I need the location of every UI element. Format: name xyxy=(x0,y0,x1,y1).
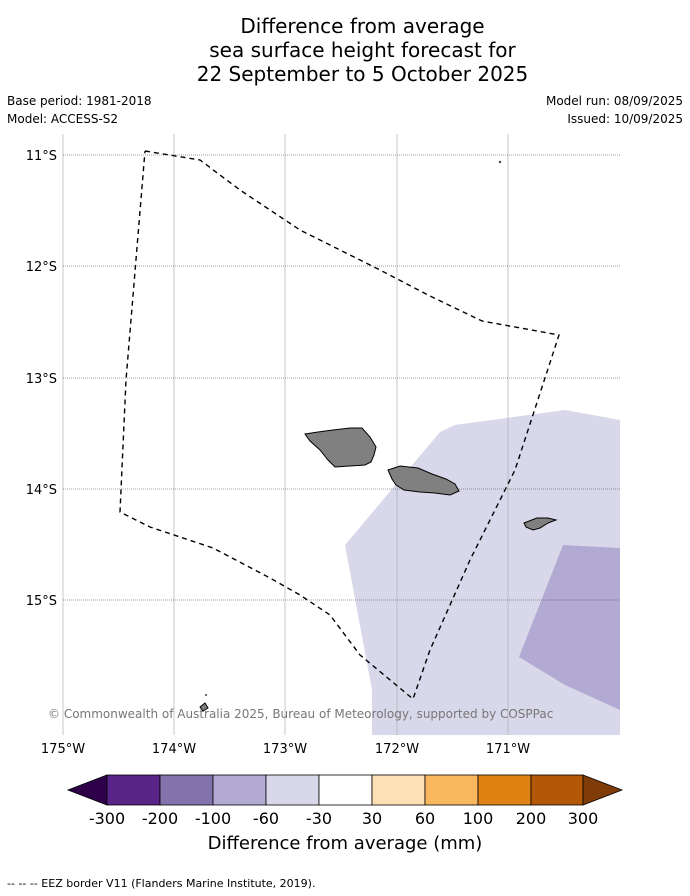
colorbar-swatch xyxy=(371,774,426,806)
base-period: Base period: 1981-2018 xyxy=(7,94,152,108)
eez-border xyxy=(119,150,560,701)
issued-date: Issued: 10/09/2025 xyxy=(567,112,683,126)
anomaly-region-medium xyxy=(519,545,620,710)
lat-label: 11°S xyxy=(26,149,57,164)
colorbar-label: -100 xyxy=(194,809,232,828)
colorbar-extend-low xyxy=(66,774,108,806)
colorbar-swatch xyxy=(424,774,479,806)
lat-label: 15°S xyxy=(26,594,57,609)
colorbar-label: 300 xyxy=(567,809,599,828)
colorbar-label: 100 xyxy=(462,809,494,828)
lon-label: 173°W xyxy=(263,742,307,757)
small-islet-north xyxy=(498,160,502,164)
colorbar-swatch xyxy=(265,774,320,806)
chart-title: Difference from average sea surface heig… xyxy=(0,14,690,86)
tutuila-island xyxy=(523,517,558,531)
colorbar-swatch xyxy=(318,774,373,806)
colorbar xyxy=(66,774,624,806)
savaii-island xyxy=(304,427,377,468)
model-run: Model run: 08/09/2025 xyxy=(545,94,683,108)
title-line-3: 22 September to 5 October 2025 xyxy=(196,62,529,86)
land-masses xyxy=(199,427,558,712)
copyright-credit: © Commonwealth of Australia 2025, Bureau… xyxy=(48,707,554,721)
gridlines xyxy=(62,134,620,735)
title-line-2: sea surface height forecast for xyxy=(209,38,516,62)
lon-label: 174°W xyxy=(152,742,196,757)
colorbar-swatch xyxy=(159,774,214,806)
colorbar-label: 60 xyxy=(414,809,436,828)
colorbar-swatch xyxy=(106,774,161,806)
lon-label: 172°W xyxy=(375,742,419,757)
latitude-labels: 11°S 12°S 13°S 14°S 15°S xyxy=(26,149,57,609)
colorbar-swatch xyxy=(530,774,584,806)
colorbar-swatch xyxy=(477,774,532,806)
small-islet-south xyxy=(205,694,207,696)
longitude-labels: 175°W 174°W 173°W 172°W 171°W xyxy=(41,742,530,757)
colorbar-label: 30 xyxy=(361,809,383,828)
lat-label: 12°S xyxy=(26,260,57,275)
lat-label: 13°S xyxy=(26,372,57,387)
colorbar-extend-high xyxy=(582,774,624,806)
colorbar-title: Difference from average (mm) xyxy=(207,833,483,854)
colorbar-label: -300 xyxy=(88,809,126,828)
lon-label: 171°W xyxy=(486,742,530,757)
lat-label: 14°S xyxy=(26,483,57,498)
colorbar-label: 200 xyxy=(515,809,547,828)
colorbar-label: -30 xyxy=(305,809,333,828)
lon-label: 175°W xyxy=(41,742,85,757)
upolu-island xyxy=(387,465,460,496)
small-island-south xyxy=(199,702,209,712)
colorbar-label: -60 xyxy=(252,809,280,828)
eez-footnote: -- -- -- EEZ border V11 (Flanders Marine… xyxy=(7,877,316,890)
colorbar-label: -200 xyxy=(141,809,179,828)
colorbar-swatch xyxy=(212,774,267,806)
model-name: Model: ACCESS-S2 xyxy=(7,112,119,126)
title-line-1: Difference from average xyxy=(240,14,485,38)
